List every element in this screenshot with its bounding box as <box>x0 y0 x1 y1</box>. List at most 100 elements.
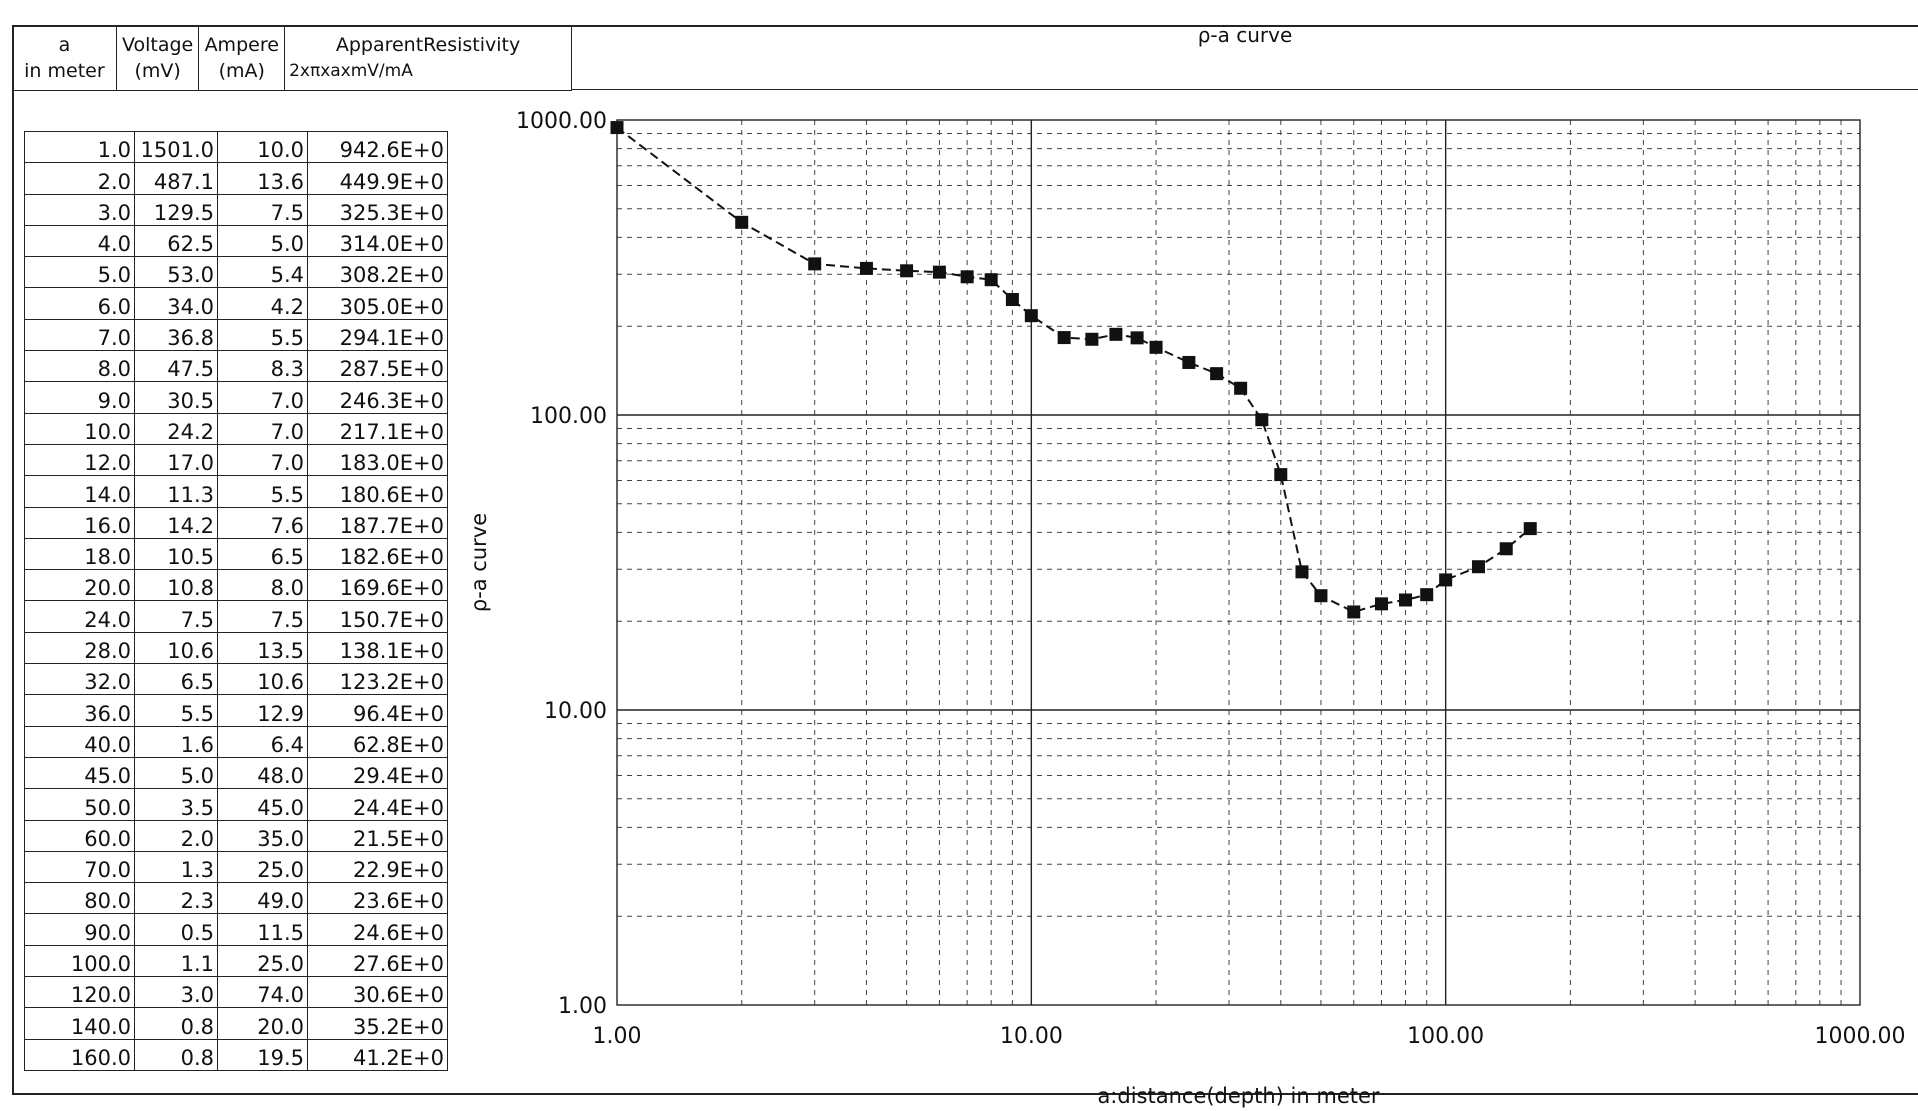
data-point <box>900 264 914 278</box>
table-row: 4.0 62.5 5.0 314.0E+0 <box>24 224 448 258</box>
data-point <box>808 257 822 271</box>
cell-ampere: 7.5 <box>217 193 308 226</box>
cell-a: 28.0 <box>24 631 135 665</box>
data-point <box>1210 367 1224 381</box>
data-point <box>932 265 946 279</box>
cell-a: 4.0 <box>24 224 135 258</box>
cell-resistivity: 294.1E+0 <box>307 318 448 352</box>
cell-ampere: 8.0 <box>217 569 308 602</box>
cell-a: 16.0 <box>24 506 135 539</box>
header-a-line2: in meter <box>24 60 105 82</box>
table-row: 8.0 47.5 8.3 287.5E+0 <box>24 350 448 383</box>
table-row: 140.0 0.8 20.0 35.2E+0 <box>24 1007 448 1040</box>
x-axis-label: a:distance(depth) in meter <box>1097 1084 1379 1108</box>
data-point <box>1499 542 1513 556</box>
data-point <box>1439 573 1453 587</box>
data-point <box>1182 355 1196 369</box>
cell-resistivity: 150.7E+0 <box>307 600 448 633</box>
data-point <box>1057 331 1071 345</box>
header-voltage-line1: Voltage <box>121 34 194 56</box>
cell-voltage: 1.6 <box>134 725 218 758</box>
cell-ampere: 13.6 <box>217 162 308 195</box>
table-row: 32.0 6.5 10.6 123.2E+0 <box>24 663 448 696</box>
cell-resistivity: 305.0E+0 <box>307 287 448 320</box>
cell-resistivity: 123.2E+0 <box>307 663 448 696</box>
cell-ampere: 25.0 <box>217 944 308 978</box>
y-tick-label: 1000.00 <box>516 109 607 134</box>
data-point <box>1130 331 1144 345</box>
cell-a: 24.0 <box>24 600 135 633</box>
data-point <box>1471 560 1485 574</box>
cell-ampere: 25.0 <box>217 850 308 884</box>
table-row: 18.0 10.5 6.5 182.6E+0 <box>24 537 448 571</box>
table-row: 24.0 7.5 7.5 150.7E+0 <box>24 600 448 633</box>
header-divider <box>572 89 1918 90</box>
y-tick-label: 1.00 <box>558 994 607 1019</box>
cell-a: 10.0 <box>24 412 135 445</box>
cell-voltage: 10.6 <box>134 631 218 665</box>
table-row: 100.0 1.1 25.0 27.6E+0 <box>24 944 448 978</box>
cell-ampere: 5.5 <box>217 475 308 508</box>
table-row: 160.0 0.8 19.5 41.2E+0 <box>24 1038 448 1071</box>
header-a: a in meter <box>12 25 117 91</box>
cell-a: 80.0 <box>24 882 135 915</box>
cell-ampere: 4.2 <box>217 287 308 320</box>
cell-resistivity: 287.5E+0 <box>307 350 448 383</box>
cell-ampere: 7.5 <box>217 600 308 633</box>
cell-ampere: 74.0 <box>217 976 308 1009</box>
cell-resistivity: 182.6E+0 <box>307 537 448 571</box>
cell-voltage: 6.5 <box>134 663 218 696</box>
cell-voltage: 30.5 <box>134 381 218 414</box>
x-tick-label: 1000.00 <box>1815 1024 1906 1049</box>
data-point <box>1149 340 1163 354</box>
cell-voltage: 14.2 <box>134 506 218 539</box>
cell-a: 14.0 <box>24 475 135 508</box>
data-point <box>1420 588 1434 602</box>
table-row: 7.0 36.8 5.5 294.1E+0 <box>24 318 448 352</box>
cell-resistivity: 24.4E+0 <box>307 788 448 821</box>
cell-ampere: 10.6 <box>217 663 308 696</box>
table-row: 60.0 2.0 35.0 21.5E+0 <box>24 819 448 852</box>
cell-resistivity: 169.6E+0 <box>307 569 448 602</box>
cell-a: 6.0 <box>24 287 135 320</box>
table-row: 1.0 1501.0 10.0 942.6E+0 <box>24 130 448 164</box>
cell-a: 18.0 <box>24 537 135 571</box>
cell-voltage: 5.0 <box>134 756 218 790</box>
data-point <box>960 270 974 284</box>
cell-resistivity: 314.0E+0 <box>307 224 448 258</box>
cell-resistivity: 30.6E+0 <box>307 976 448 1009</box>
cell-ampere: 7.0 <box>217 443 308 477</box>
cell-ampere: 6.4 <box>217 725 308 758</box>
cell-a: 5.0 <box>24 256 135 289</box>
cell-a: 2.0 <box>24 162 135 195</box>
cell-ampere: 7.0 <box>217 381 308 414</box>
table-row: 80.0 2.3 49.0 23.6E+0 <box>24 882 448 915</box>
cell-resistivity: 29.4E+0 <box>307 756 448 790</box>
cell-a: 60.0 <box>24 819 135 852</box>
header-resistivity-line2: 2xπxaxmV/mA <box>289 61 413 81</box>
header-resistivity-line1: ApparentResistivity <box>335 34 521 56</box>
header-voltage-line2: (mV) <box>134 60 181 82</box>
cell-a: 120.0 <box>24 976 135 1009</box>
table-row: 120.0 3.0 74.0 30.6E+0 <box>24 976 448 1009</box>
cell-voltage: 5.5 <box>134 694 218 727</box>
cell-resistivity: 27.6E+0 <box>307 944 448 978</box>
cell-voltage: 10.8 <box>134 569 218 602</box>
cell-voltage: 10.5 <box>134 537 218 571</box>
header-ampere-line2: (mA) <box>218 60 265 82</box>
y-tick-label: 10.00 <box>544 699 607 724</box>
table-row: 9.0 30.5 7.0 246.3E+0 <box>24 381 448 414</box>
header-voltage: Voltage (mV) <box>115 25 200 91</box>
table-row: 20.0 10.8 8.0 169.6E+0 <box>24 569 448 602</box>
cell-resistivity: 21.5E+0 <box>307 819 448 852</box>
table-row: 28.0 10.6 13.5 138.1E+0 <box>24 631 448 665</box>
cell-resistivity: 96.4E+0 <box>307 694 448 727</box>
cell-voltage: 0.8 <box>134 1038 218 1071</box>
cell-voltage: 1.3 <box>134 850 218 884</box>
data-point <box>1024 309 1038 323</box>
cell-resistivity: 246.3E+0 <box>307 381 448 414</box>
x-tick-label: 1.00 <box>593 1024 642 1049</box>
cell-resistivity: 41.2E+0 <box>307 1038 448 1071</box>
table-row: 12.0 17.0 7.0 183.0E+0 <box>24 443 448 477</box>
cell-resistivity: 180.6E+0 <box>307 475 448 508</box>
